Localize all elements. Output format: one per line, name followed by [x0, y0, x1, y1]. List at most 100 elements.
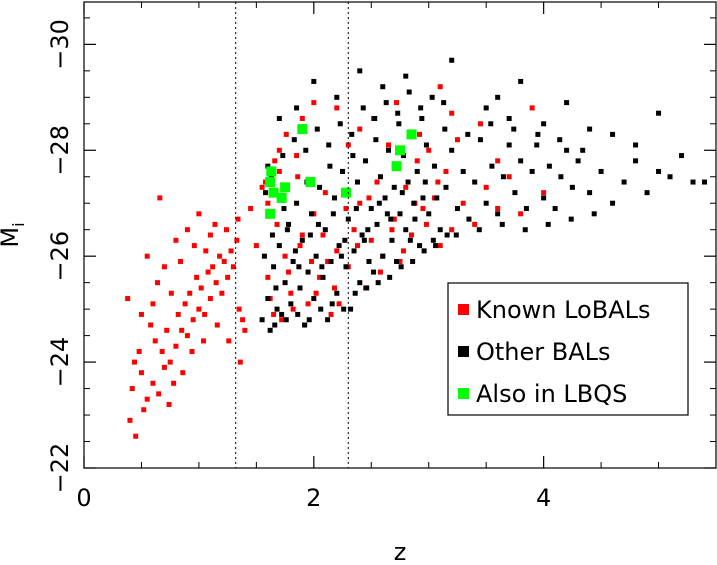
data-point	[263, 190, 269, 196]
data-point	[587, 126, 593, 132]
data-point	[225, 274, 231, 280]
data-point	[280, 153, 286, 159]
data-point	[152, 338, 158, 344]
data-point	[338, 253, 344, 259]
data-point	[148, 322, 154, 328]
data-point	[166, 401, 172, 407]
y-axis-label-subscript: i	[9, 222, 28, 226]
data-point	[397, 258, 403, 264]
data-point	[286, 269, 292, 275]
data-point	[354, 179, 360, 185]
data-point	[207, 296, 213, 302]
data-point	[434, 195, 440, 201]
data-point	[325, 258, 331, 264]
data-point	[373, 137, 379, 143]
data-point	[266, 166, 277, 177]
data-point	[591, 211, 597, 217]
data-point	[161, 364, 167, 370]
data-point	[351, 227, 357, 233]
data-point	[340, 187, 351, 198]
data-point	[495, 206, 501, 212]
data-point	[386, 142, 392, 148]
data-point	[587, 190, 593, 196]
data-point	[633, 158, 639, 164]
data-point	[228, 248, 234, 254]
x-tick-label: 2	[306, 484, 321, 512]
data-point	[350, 153, 356, 159]
data-point	[138, 370, 144, 376]
data-point	[276, 192, 287, 203]
data-point	[394, 258, 400, 264]
data-point	[299, 116, 305, 121]
data-point	[167, 359, 173, 365]
data-point	[420, 195, 426, 201]
data-point	[444, 232, 450, 238]
data-point	[328, 258, 334, 264]
data-point	[328, 311, 334, 317]
data-point	[377, 269, 383, 275]
data-point	[422, 179, 428, 185]
data-point	[214, 322, 220, 328]
data-point	[191, 243, 197, 249]
data-point	[419, 116, 425, 121]
data-point	[291, 137, 297, 143]
data-point	[234, 237, 240, 243]
data-point	[495, 211, 501, 217]
data-point	[179, 327, 185, 333]
y-tick-label: −26	[46, 231, 74, 282]
data-point	[295, 174, 301, 180]
x-tick-label: 4	[536, 484, 551, 512]
data-point	[334, 94, 340, 100]
data-point	[449, 227, 455, 233]
data-point	[286, 221, 292, 227]
data-point	[272, 158, 278, 164]
data-point	[261, 253, 267, 259]
data-point	[311, 296, 317, 302]
data-point	[267, 327, 273, 333]
data-point	[349, 131, 355, 137]
data-point	[317, 184, 323, 190]
data-point	[290, 306, 296, 312]
data-point	[398, 264, 404, 270]
y-tick-label: −28	[46, 125, 74, 176]
data-point	[182, 301, 188, 307]
y-tick-label: −22	[46, 443, 74, 494]
y-axis-label-main: M	[0, 227, 24, 248]
data-point	[294, 200, 300, 206]
data-point	[157, 195, 163, 201]
data-point	[442, 126, 448, 132]
data-point	[259, 317, 265, 323]
data-point	[454, 137, 460, 143]
data-point	[334, 105, 340, 111]
data-point	[306, 317, 312, 323]
data-point	[389, 237, 395, 243]
legend-box	[447, 282, 689, 416]
data-point	[357, 200, 363, 206]
data-point	[569, 184, 575, 190]
data-point	[518, 158, 524, 164]
data-point	[265, 274, 271, 280]
data-point	[449, 147, 455, 153]
data-point	[265, 200, 271, 206]
data-point	[345, 142, 351, 148]
data-point	[380, 84, 386, 90]
data-point	[423, 142, 429, 148]
data-point	[435, 179, 441, 185]
data-point	[387, 274, 393, 280]
data-point	[268, 187, 279, 198]
data-point	[420, 206, 426, 212]
data-point	[326, 142, 332, 148]
data-point	[391, 216, 397, 222]
data-point	[363, 158, 369, 164]
vertical-reference-lines	[235, 2, 349, 468]
data-point	[454, 206, 460, 212]
data-point	[506, 174, 512, 180]
data-point	[368, 206, 374, 212]
data-point	[465, 131, 471, 137]
data-point	[414, 158, 420, 164]
data-point	[271, 311, 277, 317]
data-point	[667, 174, 673, 180]
data-point	[155, 280, 161, 286]
data-point	[205, 269, 211, 275]
